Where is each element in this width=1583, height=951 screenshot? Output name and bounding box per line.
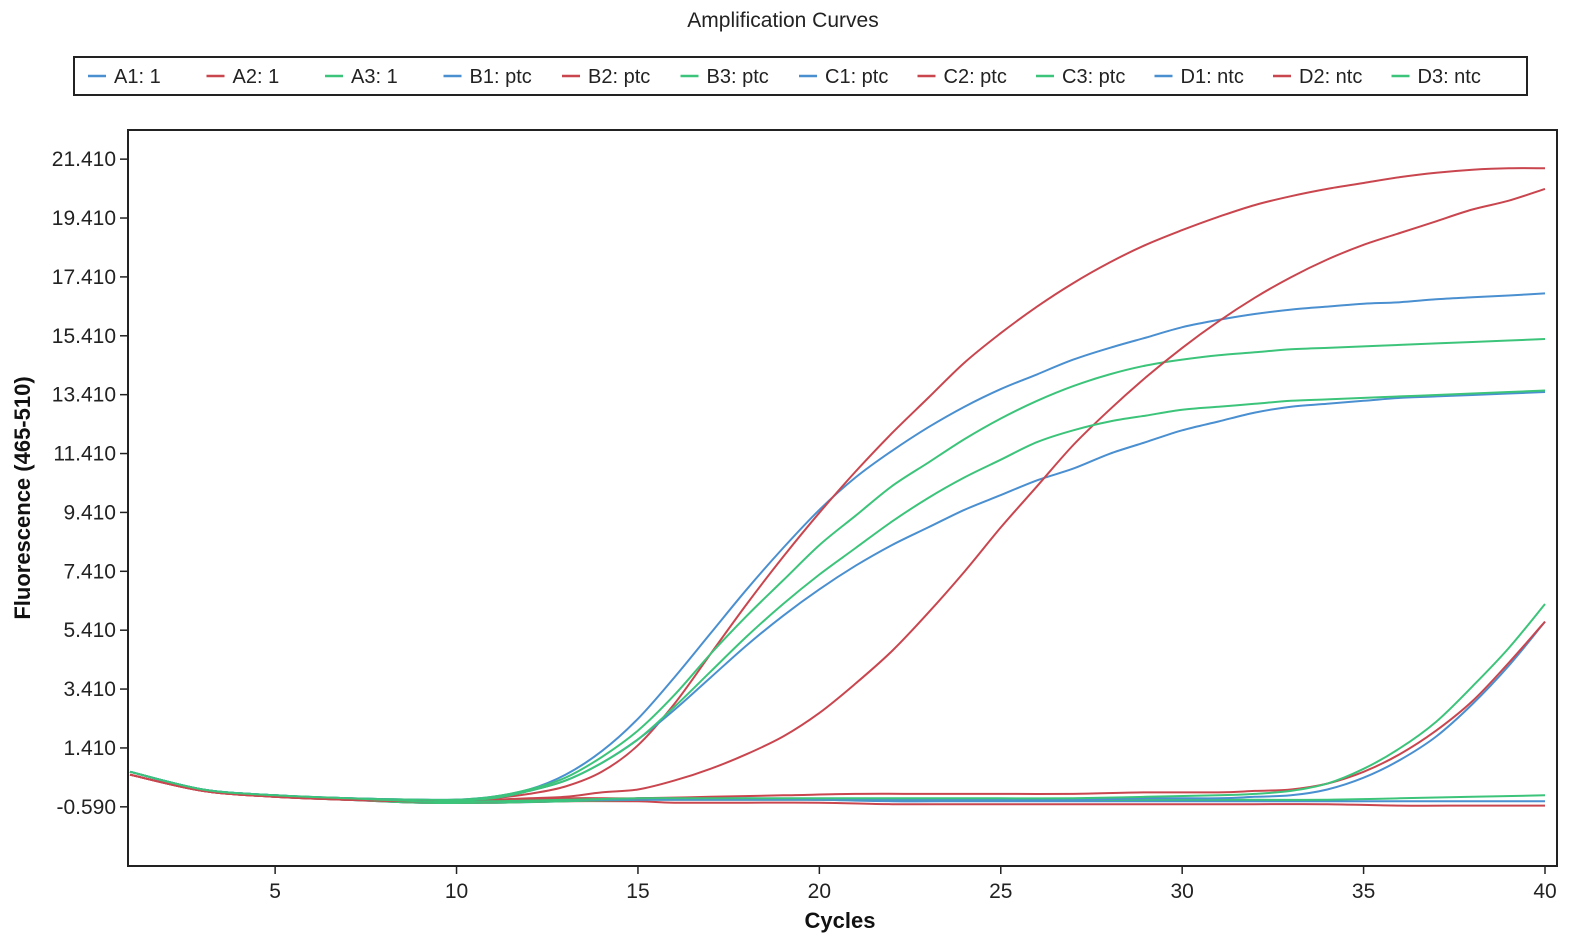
x-tick-label: 35 [1352,880,1375,903]
legend-label: B3: ptc [707,66,769,88]
chart-title: Amplification Curves [687,9,878,32]
legend-label: A2: 1 [233,66,280,88]
plot-area [127,129,1558,867]
legend-label: C1: ptc [825,66,888,88]
legend-label: B2: ptc [588,66,650,88]
legend-label: D3: ntc [1418,66,1481,88]
x-tick-label: 10 [445,880,468,903]
legend-label: A1: 1 [114,66,161,88]
series-line-d3-ntc [129,603,1546,803]
legend-label: B1: ptc [470,66,532,88]
x-tick-label: 20 [808,880,831,903]
x-axis: 5 10 15 20 25 30 35 40 [269,866,1557,903]
y-tick-label: 13.410 [52,384,116,407]
legend-label: A3: 1 [351,66,398,88]
series-line-c3-ptc [129,389,1546,801]
y-tick-label: 3.410 [63,678,116,701]
legend-label: D2: ntc [1299,66,1362,88]
y-tick-label: 17.410 [52,266,116,289]
y-tick-label: 9.410 [63,501,116,524]
x-tick-label: 30 [1170,880,1193,903]
y-axis-label: Fluorescence (465-510) [10,376,35,619]
legend-label: C3: ptc [1062,66,1125,88]
x-tick-label: 15 [626,880,649,903]
x-axis-label: Cycles [805,908,876,933]
y-tick-label: 1.410 [63,737,116,760]
legend: A1: 1 A2: 1 A3: 1 B1: ptc B2: ptc B3: ptc C1: … [88,66,1481,88]
y-tick-label: 21.410 [52,148,116,171]
legend-label: C2: ptc [944,66,1007,88]
x-tick-label: 40 [1533,880,1556,903]
y-tick-label: 5.410 [63,619,116,642]
series-layer [129,167,1546,807]
y-tick-label: 7.410 [63,560,116,583]
x-tick-label: 25 [989,880,1012,903]
y-tick-label: 11.410 [53,443,116,466]
y-tick-label: -0.590 [56,796,116,819]
y-tick-label: 19.410 [52,207,116,230]
x-tick-label: 5 [269,880,281,903]
legend-label: D1: ntc [1181,66,1244,88]
y-axis: 21.410 19.410 17.410 15.410 13.410 11.410 9.41… [52,148,128,819]
y-tick-label: 15.410 [52,325,116,348]
